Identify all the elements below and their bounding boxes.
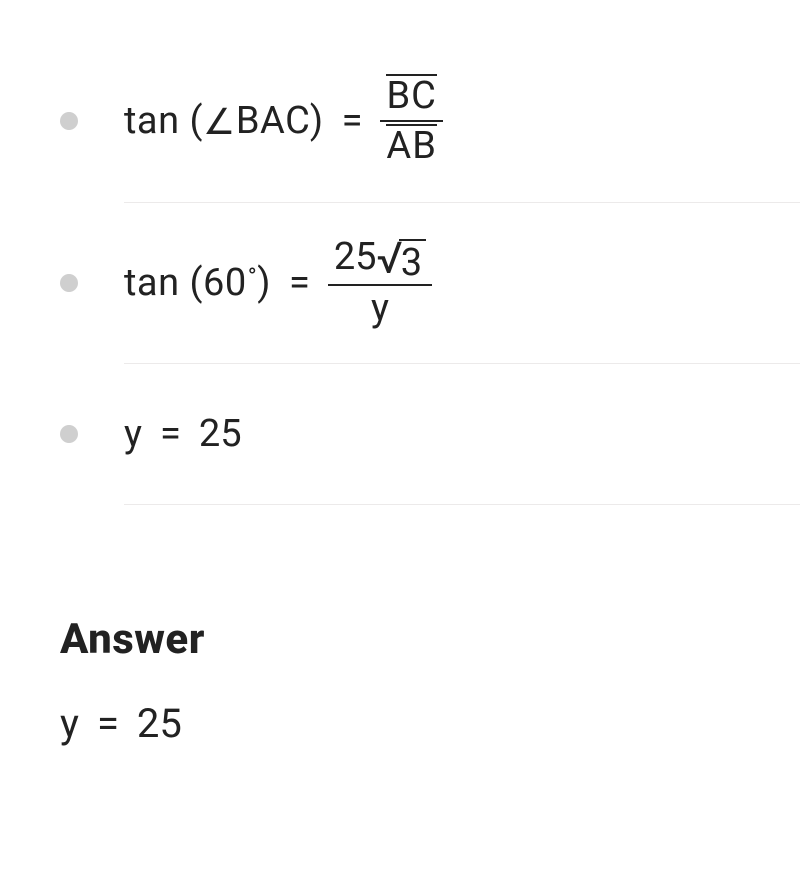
segment-bc: BC [386, 74, 436, 114]
degree-symbol: ° [248, 263, 257, 291]
equals-sign: = [342, 102, 363, 140]
segment-ab: AB [386, 124, 436, 164]
steps-list: tan (∠BAC) = BC AB tan (60°) = 25√3 y [60, 40, 800, 505]
final-value: 25 [137, 704, 182, 744]
step-2: tan (60°) = 25√3 y [60, 203, 800, 364]
step-3: y = 25 [60, 364, 800, 504]
angle-symbol: ∠ [203, 101, 236, 143]
equals-sign: = [160, 415, 181, 453]
fraction-25root3-y: 25√3 y [328, 235, 432, 332]
angle-degrees: 60 [203, 261, 247, 305]
variable-y: y [124, 415, 142, 453]
tan-fn: tan (60°) [124, 264, 271, 302]
radicand: 3 [399, 239, 426, 282]
fraction-bc-ab: BC AB [380, 72, 442, 170]
numerator: 25√3 [328, 235, 432, 284]
divider-3 [124, 504, 800, 505]
step-1-equation: tan (∠BAC) = BC AB [124, 72, 800, 170]
step-2-equation: tan (60°) = 25√3 y [124, 235, 800, 332]
value-25: 25 [199, 415, 242, 453]
equals-sign: = [289, 264, 310, 302]
final-answer: y = 25 [60, 704, 800, 744]
sqrt-3: √3 [377, 239, 427, 282]
radical-sign: √ [377, 243, 403, 286]
angle-name: BAC [236, 99, 310, 143]
answer-heading: Answer [60, 615, 800, 664]
step-1: tan (∠BAC) = BC AB [60, 40, 800, 202]
tan-fn: tan (∠BAC) [124, 102, 324, 140]
denominator: y [365, 286, 395, 332]
step-3-equation: y = 25 [124, 415, 800, 453]
equals-sign: = [97, 704, 119, 744]
final-variable: y [60, 704, 79, 744]
coeff-25: 25 [334, 235, 377, 279]
